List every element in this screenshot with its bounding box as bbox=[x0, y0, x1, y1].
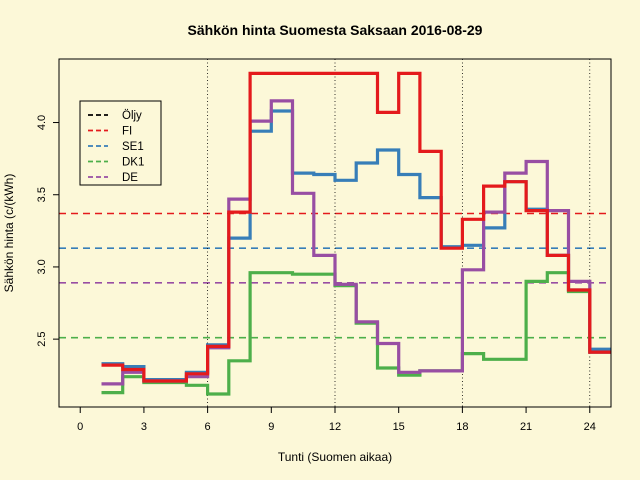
x-tick-label: 24 bbox=[584, 421, 596, 433]
legend-label: DK1 bbox=[122, 157, 144, 169]
x-axis: 0 3 6 9 12 15 18 21 24 bbox=[77, 407, 596, 433]
legend-box bbox=[79, 100, 162, 186]
y-axis: 2.5 3.0 3.5 4.0 bbox=[36, 115, 59, 347]
x-axis-label: Tunti (Suomen aikaa) bbox=[278, 450, 392, 464]
legend: Öljy FI SE1 DK1 DE bbox=[79, 100, 162, 186]
series-line-de bbox=[101, 99, 611, 386]
y-tick-label: 3.5 bbox=[36, 187, 48, 202]
x-tick-label: 18 bbox=[456, 421, 468, 433]
y-tick-label: 2.5 bbox=[36, 331, 48, 346]
chart-title: Sähkön hinta Suomesta Saksaan 2016-08-29 bbox=[188, 22, 483, 38]
x-tick-label: 9 bbox=[268, 421, 274, 433]
legend-label: DE bbox=[122, 172, 138, 184]
legend-label: SE1 bbox=[122, 141, 144, 153]
y-axis-label: Sähkön hinta (c/(kWh) bbox=[2, 174, 16, 293]
x-tick-label: 15 bbox=[393, 421, 405, 433]
x-tick-label: 3 bbox=[141, 421, 147, 433]
x-tick-label: 12 bbox=[329, 421, 341, 433]
x-tick-label: 6 bbox=[205, 421, 211, 433]
x-tick-label: 21 bbox=[520, 421, 532, 433]
legend-label: FI bbox=[122, 126, 132, 138]
y-tick-label: 4.0 bbox=[36, 115, 48, 130]
legend-label: Öljy bbox=[122, 110, 142, 122]
y-tick-label: 3.0 bbox=[36, 259, 48, 274]
series-line-fi bbox=[101, 71, 611, 383]
x-tick-label: 0 bbox=[77, 421, 83, 433]
series-lines bbox=[101, 71, 611, 396]
